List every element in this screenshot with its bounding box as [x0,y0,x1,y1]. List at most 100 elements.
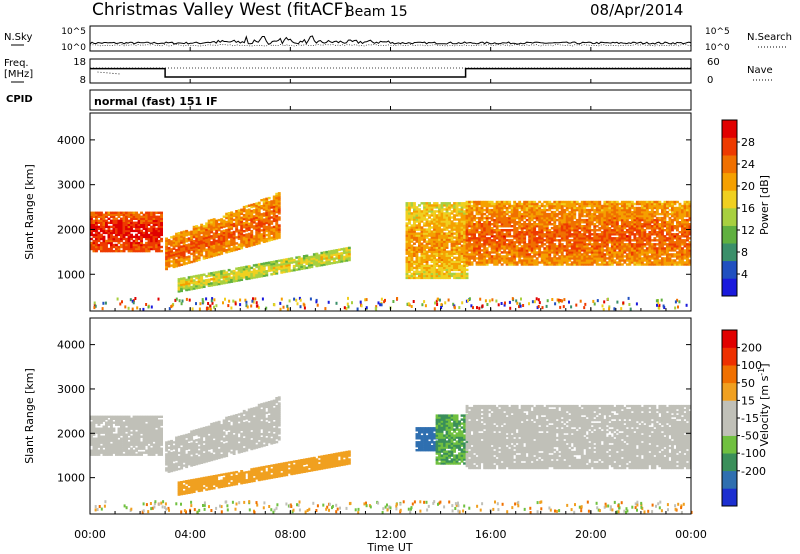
power-cell [578,249,582,252]
power-cell [102,229,106,233]
power-cell [575,247,579,250]
power-cell [405,272,409,276]
power-cell [573,263,577,266]
power-cell [247,208,251,211]
power-cell [530,239,534,242]
power-cell [425,254,429,258]
power-cell [267,239,271,242]
power-cell [270,230,274,233]
power-cell [645,255,649,258]
power-cell [666,259,669,262]
power-cell [117,215,121,219]
power-cell [330,249,334,253]
power-cell [165,261,168,265]
power-cell [603,237,607,240]
power-cell [668,235,672,238]
power-cell [448,220,451,223]
power-cell [630,251,634,254]
power-cell [528,204,532,208]
power-cell [265,201,269,205]
power-cell [257,233,261,237]
power-cell [543,235,547,238]
power-cell [255,271,259,275]
power-cell [428,202,431,205]
power-cell [598,245,602,248]
power-cell [661,210,664,214]
power-cell [430,222,434,225]
power-cell [628,212,632,216]
power-cell [282,266,286,270]
power-cell [635,200,639,204]
power-cell [408,268,411,272]
power-cell [408,220,411,223]
power-cell [418,238,421,241]
power-cell [478,245,481,248]
power-cell [655,200,659,204]
power-cell [505,251,509,254]
power-cell [147,229,151,233]
power-cell [643,259,647,262]
power-cell [438,240,441,243]
power-cell [425,274,429,278]
power-cell [237,275,241,278]
power-cell [613,229,617,232]
power-cell [553,227,557,230]
power-cell [438,216,441,219]
power-cell [490,200,494,204]
power-cell [300,261,304,264]
power-cell [588,243,592,246]
power-cell [478,263,481,266]
power-cell [573,261,577,264]
power-cell [630,249,634,252]
power-cell [661,263,664,266]
power-cell [177,278,181,281]
power-cell [573,221,577,224]
power-cell [528,237,532,240]
power-cell [648,212,652,216]
power-cell [550,237,554,240]
power-cell [575,257,579,260]
power-cell [661,249,664,252]
power-cell [420,270,424,274]
power-cell [518,214,522,218]
power-cell [495,208,499,212]
power-cell [625,208,629,212]
power-cell [523,231,527,234]
power-cell [668,263,672,266]
power-cell [202,243,206,246]
power-cell [658,204,662,208]
power-cell [510,251,514,254]
power-cell [655,243,659,246]
power-cell [533,227,537,230]
power-cell [450,264,454,268]
power-cell [493,249,497,252]
power-cell [458,218,461,221]
power-cell [583,221,587,224]
power-cell [455,264,459,268]
power-cell [485,204,489,208]
power-cell [528,263,532,266]
power-cell [628,223,632,226]
power-cell [210,274,214,277]
power-cell [655,225,659,228]
power-cell [95,213,98,217]
power-cell [265,205,269,209]
power-cell [150,227,153,231]
power-cell [122,231,126,235]
power-cell [450,220,454,223]
power-cell [127,247,131,251]
power-cell [470,245,474,248]
power-cell [530,243,534,246]
power-cell [488,259,492,262]
power-cell [603,216,607,220]
power-cell [205,244,209,247]
power-cell [155,231,158,235]
power-cell [490,231,494,234]
power-cell [440,268,444,272]
power-cell [520,245,524,248]
power-cell [217,226,221,230]
power-cell [270,261,274,264]
power-cell [535,204,539,208]
power-cell [478,259,481,262]
power-cell [463,246,466,249]
